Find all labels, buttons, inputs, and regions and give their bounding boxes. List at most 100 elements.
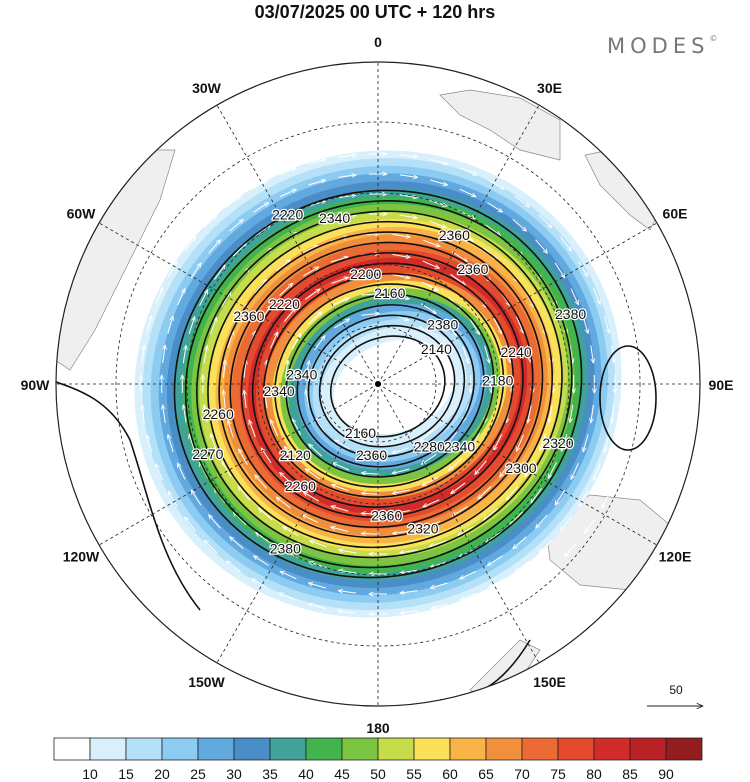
wind-vector xyxy=(517,584,532,595)
wind-vector xyxy=(125,315,130,334)
wind-vector xyxy=(527,344,532,363)
longitude-label: 60E xyxy=(663,206,688,222)
wind-vector xyxy=(484,345,490,363)
meridians xyxy=(56,62,700,706)
wind-vector xyxy=(126,435,131,453)
wind-vector xyxy=(593,463,601,481)
wind-vector xyxy=(210,434,217,451)
wind-vector xyxy=(145,260,154,277)
wind-vector xyxy=(392,510,411,514)
wind-vector xyxy=(185,517,196,532)
wind-vector xyxy=(223,390,225,409)
wind-vector xyxy=(177,463,186,480)
colorbar-swatch xyxy=(53,737,91,761)
wind-vector xyxy=(429,540,447,547)
wind-vector xyxy=(307,139,326,144)
wind-vector xyxy=(429,220,446,227)
longitude-label: 150E xyxy=(533,674,566,690)
wind-vector xyxy=(161,519,172,534)
wind-vector xyxy=(565,542,578,557)
wind-vector xyxy=(244,360,246,378)
wind-vector xyxy=(420,429,434,442)
wind-vector xyxy=(308,604,326,609)
wind-vector xyxy=(250,159,266,168)
wind-vector xyxy=(259,508,273,521)
wind-vector xyxy=(308,312,322,325)
wind-vector xyxy=(278,168,296,176)
wind-vector xyxy=(191,490,202,506)
meridian-line xyxy=(212,383,379,670)
wind-vector xyxy=(446,431,458,446)
wind-vector xyxy=(457,231,474,241)
wind-vector xyxy=(430,179,447,185)
wind-vector xyxy=(302,514,319,524)
wind-vector xyxy=(422,477,439,486)
wind-vector xyxy=(190,263,201,279)
colorbar-swatch xyxy=(233,737,271,761)
wind-vector xyxy=(276,497,291,509)
contour-line xyxy=(318,324,456,448)
wind-vector xyxy=(142,345,144,363)
wind-vector xyxy=(400,611,418,613)
contour-label: 2260 xyxy=(203,406,234,422)
shading-core xyxy=(333,339,455,435)
wind-vector xyxy=(590,345,594,363)
wind-vector xyxy=(460,146,478,153)
colorbar-swatch xyxy=(89,737,127,761)
wind-vector xyxy=(450,273,466,285)
wind-vector xyxy=(303,492,320,502)
contour-label: 2340 xyxy=(444,439,475,455)
wind-vector xyxy=(227,561,242,573)
wind-vector xyxy=(487,555,503,566)
wind-vector xyxy=(338,155,356,157)
longitude-label: 60W xyxy=(67,206,97,222)
wind-vector xyxy=(541,190,556,203)
contour-label: 2120 xyxy=(280,447,311,463)
wind-vector xyxy=(540,433,547,451)
wind-vector xyxy=(399,155,418,157)
wind-vector xyxy=(270,420,279,437)
wind-vector xyxy=(279,593,296,601)
meridian-line xyxy=(92,218,379,385)
wind-vector xyxy=(254,556,269,566)
wind-vector xyxy=(182,345,186,364)
wind-vector xyxy=(506,486,519,500)
wind-vector xyxy=(178,212,191,226)
wind-vector xyxy=(162,345,166,364)
wind-vector xyxy=(203,215,217,229)
wind-vector xyxy=(265,390,268,408)
wind-vector xyxy=(338,631,356,633)
contour-label: 2340 xyxy=(264,383,295,399)
wind-vector xyxy=(451,482,466,494)
wind-vector xyxy=(167,316,173,334)
wind-vector xyxy=(203,346,207,364)
wind-vector xyxy=(423,521,441,528)
longitude-labels: 0 30E 60E 90E 120E 150E 180 150W 120W 90W 60W 30W xyxy=(21,34,734,736)
wind-vector xyxy=(582,316,588,333)
colorbar-tick-label: 30 xyxy=(226,766,242,782)
wind-vector xyxy=(361,294,379,296)
contour-line xyxy=(251,262,514,508)
wind-vector xyxy=(204,540,218,554)
wind-vector xyxy=(513,536,527,549)
wind-vector xyxy=(592,287,600,305)
longitude-label: 120E xyxy=(659,549,692,565)
wind-vector xyxy=(512,219,527,231)
colorbar-tick-label: 20 xyxy=(154,766,170,782)
contour-line xyxy=(307,314,466,458)
wind-vector xyxy=(542,564,556,577)
colorbar-swatch xyxy=(413,737,451,761)
wind-vector xyxy=(591,404,594,423)
wind-vector xyxy=(625,315,630,333)
wind-vector xyxy=(400,569,418,573)
wind-vector xyxy=(392,447,409,454)
wind-vector xyxy=(338,215,357,219)
wind-vector xyxy=(490,600,506,609)
colorbar-tick-label: 55 xyxy=(406,766,422,782)
wind-vector xyxy=(167,261,177,278)
wind-vector xyxy=(134,464,141,482)
wind-vector xyxy=(484,508,498,520)
wind-vector xyxy=(475,460,487,475)
wind-vector xyxy=(531,488,543,503)
wind-vector xyxy=(291,333,301,350)
